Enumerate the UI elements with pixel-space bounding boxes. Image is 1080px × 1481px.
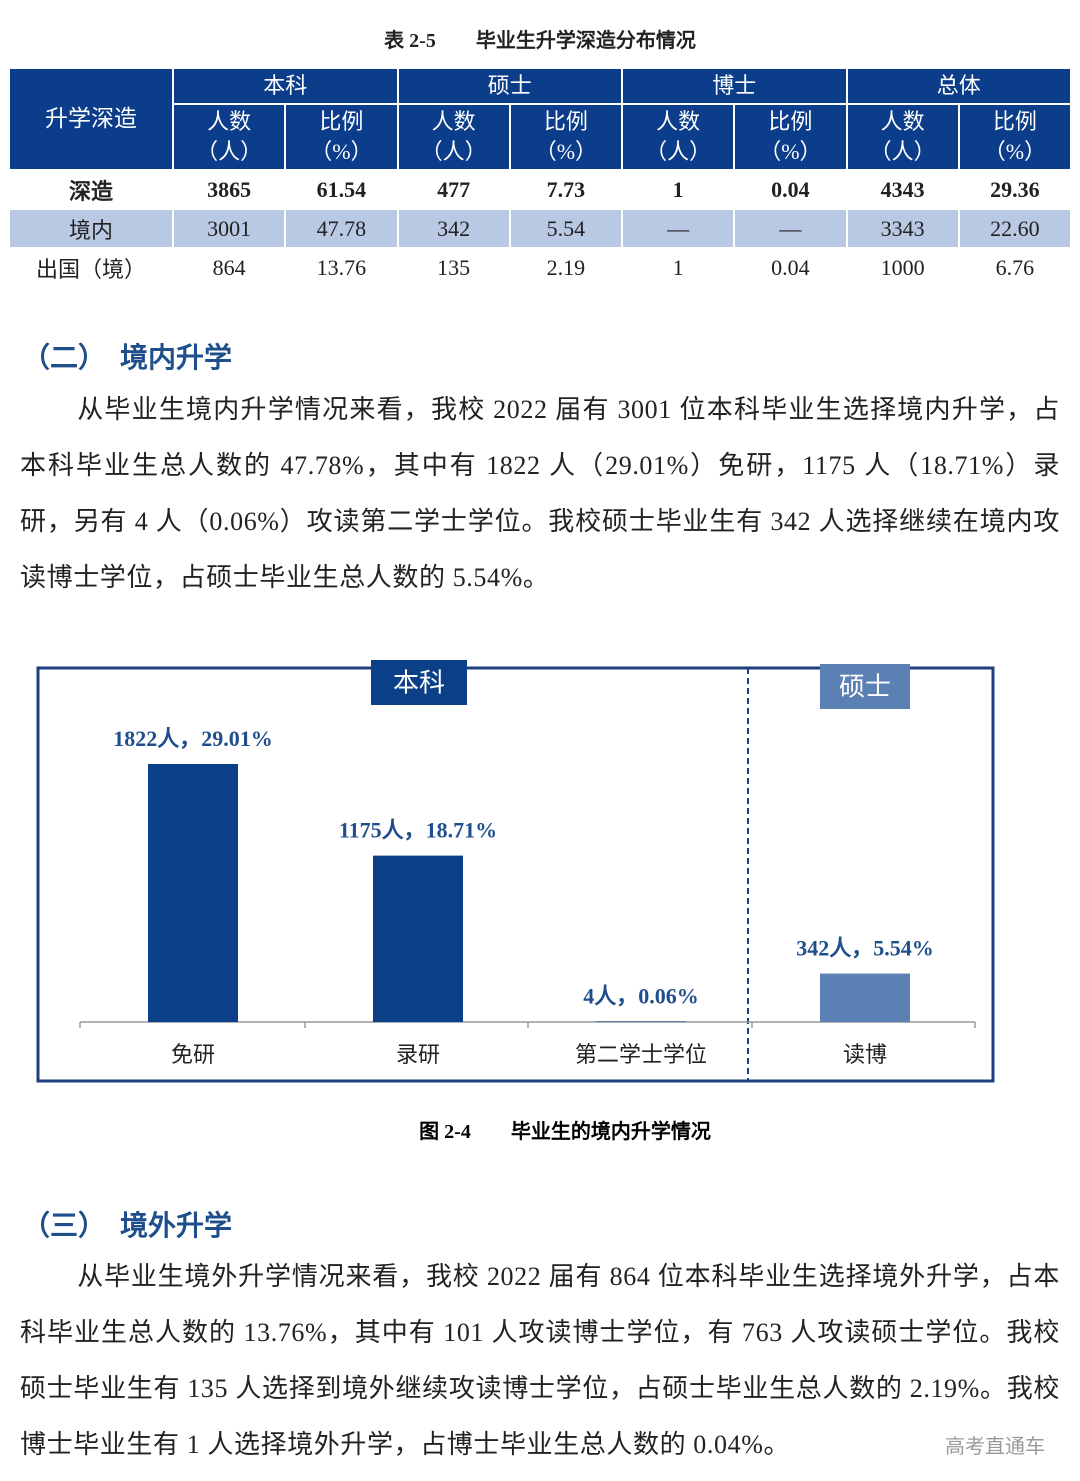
sub-header-line: 人数 (207, 109, 252, 134)
table-cell: 7.73 (508, 169, 624, 210)
corner-header: 升学深造 (8, 67, 174, 171)
value-label: 1175人，18.71% (339, 818, 497, 843)
bar (148, 764, 238, 1022)
category-label: 第二学士学位 (575, 1042, 707, 1067)
table-cell: 47.78 (284, 208, 399, 249)
header-row: 升学深造 本科 硕士 博士 总体 (8, 67, 1072, 171)
sub-header-line: （%） (534, 139, 598, 164)
table-cell: 0.04 (733, 169, 848, 210)
sub-header: 比例 （%） (957, 103, 1073, 171)
table-cell: 342 (396, 208, 511, 249)
sub-header: 人数 （人） (845, 103, 960, 171)
category-label: 免研 (171, 1042, 215, 1067)
group-label: 本科 (393, 669, 445, 698)
table-cell: 13.76 (284, 247, 399, 288)
sub-header-line: 人数 (656, 109, 701, 134)
group-header: 总体 (845, 67, 1072, 105)
sub-header-line: （人） (196, 139, 263, 164)
bar (820, 973, 910, 1022)
sub-header: 比例 （%） (733, 103, 848, 171)
table-cell: — (733, 208, 848, 249)
group-label: 硕士 (839, 673, 891, 702)
header-row: 人数 （人） 比例 （%） 人数 （人） 比例 （%） 人数 （人） 比例 （%） 人数 （人） 比例 （%） (9, 103, 1073, 171)
table-cell: 477 (396, 169, 511, 210)
value-label: 1822人，29.01% (113, 726, 273, 751)
group-header: 博士 (621, 67, 848, 105)
sub-header-line: （%） (983, 139, 1047, 164)
figure-caption: 图 2-4 毕业生的境内升学情况 (419, 1119, 711, 1143)
table-cell: 135 (396, 247, 511, 288)
table-cell: 5.54 (508, 208, 624, 249)
table-cell: 3343 (845, 208, 960, 249)
category-label: 录研 (396, 1042, 440, 1067)
table-cell: 6.76 (957, 247, 1073, 288)
table-row: 出国（境） 864 13.76 135 2.19 1 0.04 1000 6.76 (8, 247, 1073, 288)
table-cell: 0.04 (733, 247, 848, 288)
sub-header: 比例 （%） (284, 103, 399, 171)
table-cell: 出国（境） (8, 247, 174, 288)
table-cell: 1 (620, 247, 736, 288)
table-row: 深造 3865 61.54 477 7.73 1 0.04 4343 29.36 (8, 169, 1073, 210)
sub-header: 人数 （人） (620, 103, 736, 171)
sub-header-line: 人数 (431, 109, 476, 134)
category-label: 读博 (843, 1042, 887, 1067)
sub-header-line: （人） (420, 139, 487, 164)
table-cell: 深造 (8, 169, 174, 210)
table-cell: 境内 (8, 208, 174, 249)
watermark: 高考直通车 (945, 1434, 1045, 1458)
group-header: 硕士 (396, 67, 623, 105)
sub-header-line: （%） (310, 139, 373, 164)
table-cell: 22.60 (957, 208, 1073, 249)
frame (36, 666, 995, 1083)
bar (373, 855, 463, 1022)
section-heading: （二） 境内升学 (22, 343, 233, 374)
table-cell: 2.19 (508, 247, 624, 288)
table-cell: 1000 (845, 247, 960, 288)
sub-header-line: 比例 (543, 109, 588, 134)
group-box (371, 660, 467, 705)
sub-header-line: 人数 (880, 109, 925, 134)
paragraph: 从毕业生境外升学情况来看，我校 2022 届有 864 位本科毕业生选择境外升学… (20, 1262, 1060, 1459)
bar (596, 1021, 686, 1022)
paragraph: 从毕业生境内升学情况来看，我校 2022 届有 3001 位本科毕业生选择境内升… (20, 395, 1060, 592)
table-cell: 1 (620, 169, 736, 210)
sub-header-line: 比例 (768, 109, 813, 134)
section-heading: （三） 境外升学 (22, 1211, 233, 1242)
table-caption: 表 2-5 毕业生升学深造分布情况 (384, 30, 696, 52)
data-table: 升学深造 本科 硕士 博士 总体 人数 （人） 比例 （%） 人数 （人） 比例 （%） 人数 （人） 比例（… (8, 67, 1073, 288)
table-cell: 864 (171, 247, 287, 288)
table-cell: 3865 (171, 169, 287, 210)
table-cell: — (620, 208, 736, 249)
sub-header: 人数 （人） (396, 103, 511, 171)
sub-header-line: （人） (645, 139, 712, 164)
sub-header-line: 比例 (992, 109, 1037, 134)
group-header: 本科 (172, 67, 399, 105)
value-label: 342人，5.54% (796, 936, 934, 961)
sub-header-line: 比例 (319, 109, 364, 134)
table-row: 境内 3001 47.78 342 5.54— —3343 22.60 (8, 208, 1073, 249)
table-cell: 3001 (171, 208, 287, 249)
sub-header-line: （人） (869, 139, 936, 164)
figure: 本科 1822人，29.01% 免研 1175人，18.71% 录研 4人，0.06% 第二… (36, 660, 995, 1143)
table-cell: 61.54 (284, 169, 399, 210)
table-cell: 4343 (845, 169, 960, 210)
table-cell: 29.36 (957, 169, 1073, 210)
sub-header: 比例 （%） (508, 103, 624, 171)
sub-header-line: （%） (759, 139, 822, 164)
group-box (820, 664, 910, 709)
value-label: 4人，0.06% (583, 983, 699, 1008)
sub-header: 人数 （人） (171, 103, 287, 171)
